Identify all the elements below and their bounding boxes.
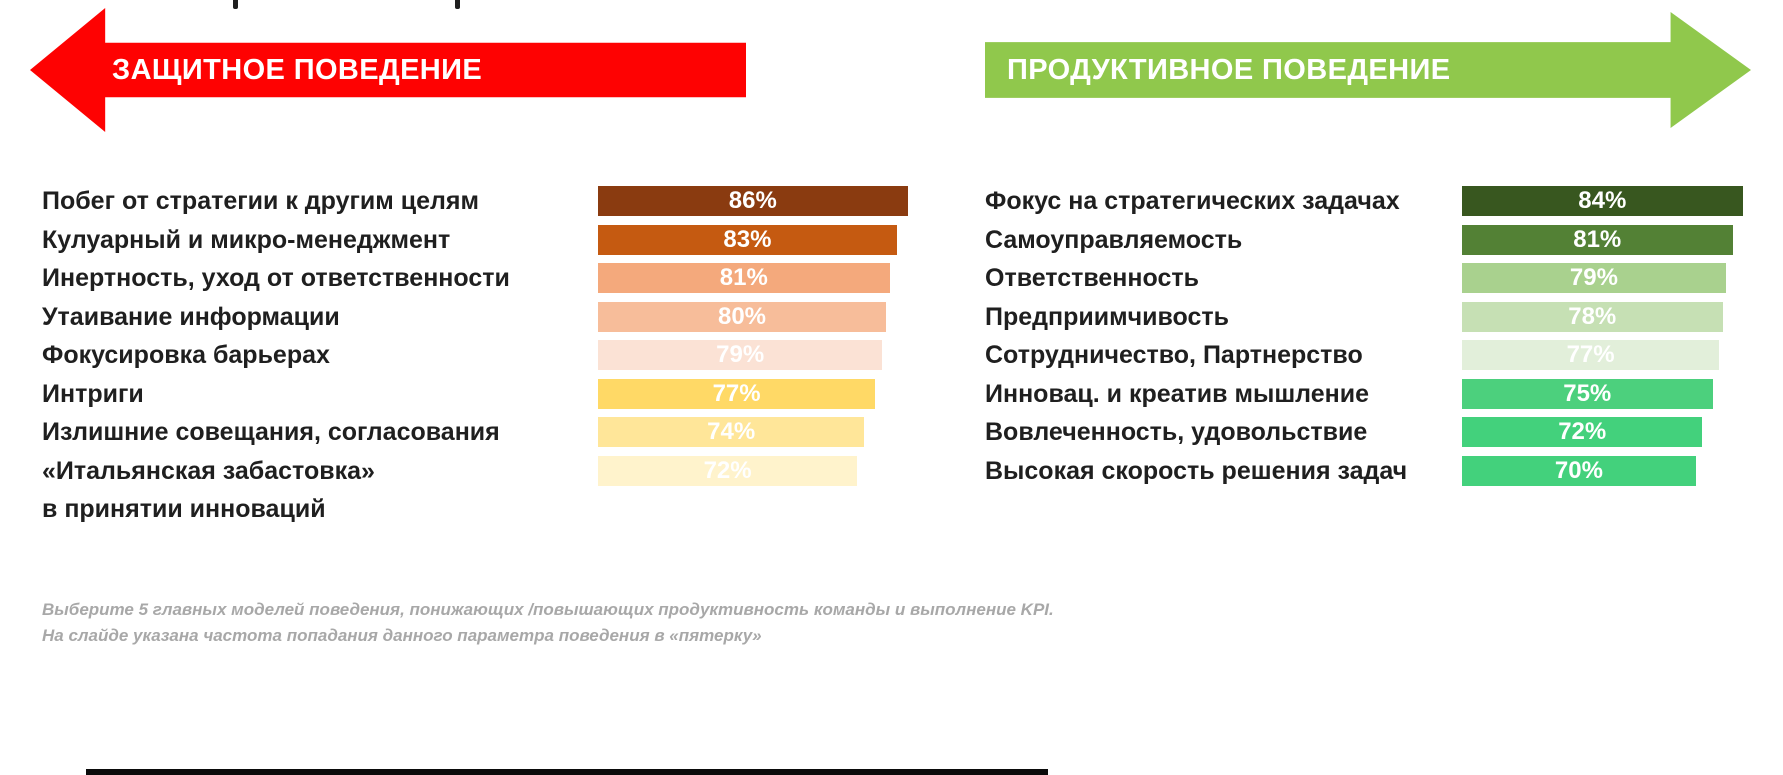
cropped-title-fragment — [455, 0, 460, 9]
behavior-label: Высокая скорость решения задач — [985, 456, 1408, 485]
defensive-arrow-label: ЗАЩИТНОЕ ПОВЕДЕНИЕ — [112, 53, 483, 86]
behavior-label: Вовлеченность, удовольствие — [985, 418, 1368, 446]
behavior-label: Фокус на стратегических задачах — [985, 187, 1400, 215]
behavior-label-continuation: в принятии инноваций — [42, 495, 326, 523]
behavior-label: Сотрудничество, Партнерство — [985, 341, 1363, 369]
bar-value-label: 77% — [1566, 341, 1615, 368]
behavior-bar: 72% — [598, 455, 858, 486]
behavior-bar: 83% — [598, 224, 897, 255]
productive-arrow-banner: ПРОДУКТИВНОЕ ПОВЕДЕНИЕ — [985, 12, 1751, 128]
footer-note: Выберите 5 главных моделей поведения, по… — [42, 597, 1054, 649]
footer-note-line1: Выберите 5 главных моделей поведения, по… — [42, 600, 1054, 619]
behavior-label: «Итальянская забастовка» — [42, 456, 375, 485]
behavior-label: Инновац. и креатив мышление — [985, 379, 1369, 408]
behavior-label: Инертность, уход от ответственности — [42, 264, 510, 292]
behavior-bar: 75% — [1462, 378, 1713, 409]
behavior-label: Самоуправляемость — [985, 225, 1243, 254]
behavior-label: Кулуарный и микро-менеджмент — [42, 225, 451, 254]
bar-value-label: 83% — [723, 225, 772, 253]
behavior-bar: 81% — [1462, 224, 1733, 255]
bar-value-label: 81% — [1573, 225, 1622, 253]
behavior-bar: 77% — [1462, 340, 1720, 370]
bar-value-label: 80% — [717, 302, 767, 330]
defensive-arrow-banner: ЗАЩИТНОЕ ПОВЕДЕНИЕ — [30, 8, 746, 132]
behavior-bar: 78% — [1462, 301, 1723, 332]
bar-value-label: 70% — [1554, 456, 1603, 484]
bar-value-label: 86% — [728, 187, 777, 214]
bar-value-label: 74% — [707, 418, 756, 445]
behavior-label: Излишние совещания, согласования — [42, 418, 500, 446]
bar-value-label: 75% — [1563, 379, 1612, 407]
productive-arrow-label: ПРОДУКТИВНОЕ ПОВЕДЕНИЕ — [1007, 53, 1451, 86]
bar-value-label: 72% — [1558, 418, 1607, 445]
productive-behaviors-bar-chart: 84% 81% 79% 78% 77% 75% 72% 70% — [1462, 186, 1783, 494]
bar-value-label: 81% — [719, 264, 768, 291]
bar-value-label: 78% — [1568, 302, 1617, 330]
footer-note-line2: На слайде указана частота попадания данн… — [42, 626, 762, 645]
productive-behaviors-label-list: Фокус на стратегических задачах Самоуправ… — [985, 182, 1457, 490]
bar-value-label: 79% — [1569, 264, 1618, 291]
bar-value-label: 84% — [1578, 187, 1627, 214]
behavior-bar: 79% — [1462, 263, 1726, 293]
behavior-bar: 77% — [598, 378, 876, 409]
defensive-behaviors-bar-chart: 86% 83% 81% 80% 79% 77% 74% 72% — [598, 186, 958, 494]
behavior-label: Утаивание информации — [42, 302, 340, 331]
behavior-label: Интриги — [42, 379, 144, 408]
bar-value-label: 72% — [703, 456, 752, 484]
behavior-bar: 80% — [598, 301, 886, 332]
bar-value-label: 77% — [712, 379, 761, 407]
behavior-label: Ответственность — [985, 264, 1199, 292]
behavior-bar: 79% — [598, 340, 883, 370]
behavior-bar: 72% — [1462, 417, 1703, 447]
cropped-bottom-edge — [86, 769, 1048, 775]
behavior-bar: 70% — [1462, 455, 1696, 486]
bar-value-label: 79% — [716, 341, 765, 368]
behavior-bar: 86% — [598, 186, 908, 216]
behavior-bar: 84% — [1462, 186, 1743, 216]
cropped-title-fragment — [233, 0, 238, 9]
behavior-label: Фокусировка барьерах — [42, 341, 330, 369]
behavior-bar: 81% — [598, 263, 890, 293]
behavior-label: Предприимчивость — [985, 302, 1229, 331]
defensive-behaviors-label-list: Побег от стратегии к другим целям Кулуарн… — [42, 182, 594, 529]
behavior-bar: 74% — [598, 417, 865, 447]
behavior-label: Побег от стратегии к другим целям — [42, 187, 479, 215]
